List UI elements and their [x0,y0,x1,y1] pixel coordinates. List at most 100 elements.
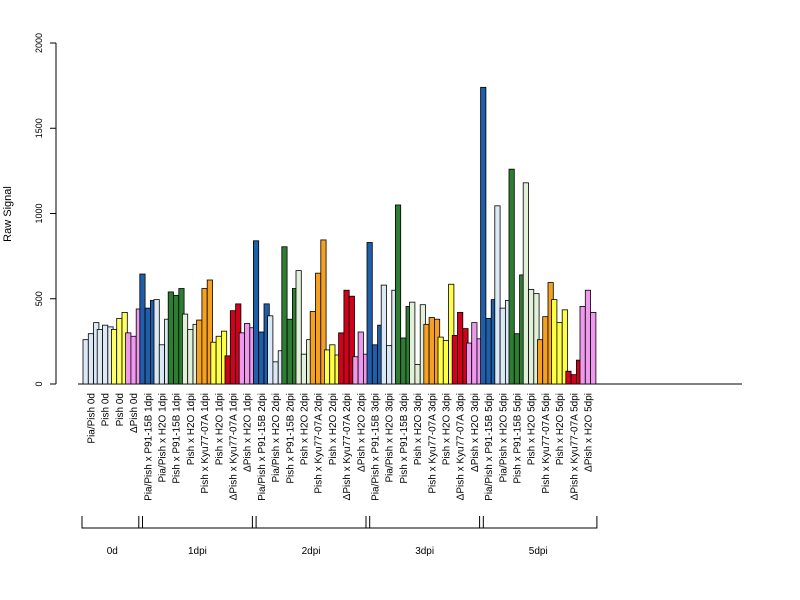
bar [386,345,393,385]
group-bracket [479,516,598,529]
x-tick-label: ΔPish 0d [129,393,140,433]
bar [480,86,487,385]
x-tick-label: Pia/Pish x P91-15B 2dpi [257,393,268,501]
bar [87,333,95,385]
bar [348,295,355,385]
bar [442,340,449,385]
bar [409,301,416,385]
bar [315,272,322,385]
bar [551,299,558,385]
bar [201,288,208,385]
bar [258,331,265,385]
bar [139,273,146,385]
bar [286,318,293,385]
bar [300,353,307,385]
y-tick-label: 2000 [34,33,44,53]
group-label: 2dpi [302,546,321,557]
x-tick-label: Pia/Pish x H2O 5dpi [498,393,509,483]
bar [537,339,544,385]
x-tick-label: Pish x H2O 2dpi [299,393,310,465]
bar [471,322,478,385]
x-tick-label: ΔPish x H2O 5dpi [583,393,594,472]
bar [352,356,359,385]
bar [371,344,378,385]
bar [499,307,506,385]
bar [451,335,458,385]
x-tick-label: Pish 0d [101,393,112,426]
bar [380,284,387,385]
bar [457,311,464,385]
bars [82,86,597,385]
x-tick-label: Pish x H2O 1dpi [214,393,225,465]
bar [206,279,213,385]
bar [111,329,118,385]
x-tick-label: Pish x H2O 5dpi [527,393,538,465]
x-tick-label: Pia/Pish 0d [86,393,97,444]
bar [584,289,591,385]
bar [533,293,540,385]
x-tick-label: Pish 0d [115,393,126,426]
bar [357,331,364,385]
bar [465,342,473,385]
group-bracket [138,516,257,529]
bar [570,374,577,385]
bar [556,322,563,385]
y-tick-label: 1500 [34,118,44,138]
group-label: 0d [107,546,118,557]
bar [590,311,597,385]
x-tick-labels: Pia/Pish 0d Pish 0d Pish 0d ΔPish 0d Pia/Pis… [86,393,594,501]
bar [210,341,217,385]
group-label: 5dpi [529,546,548,557]
y-tick-label: 0 [34,381,44,386]
group-bracket [365,516,484,529]
bar [116,317,123,385]
bar [167,291,174,385]
bar [320,239,327,385]
bar [153,299,160,385]
x-tick-label: ΔPish x Kyu77-07A 5dpi [569,393,580,500]
bar [508,168,515,385]
x-tick-label: Pia/Pish x P91-15B 1dpi [143,393,154,501]
bar [187,329,194,385]
x-tick-label: Pia/Pish x H2O 3dpi [385,393,396,483]
bar [281,246,288,385]
bar [244,323,251,385]
x-tick-label: Pish x Kyu77-07A 5dpi [541,393,552,494]
bar [423,323,430,385]
bar [542,316,549,385]
bar [414,363,421,385]
x-tick-label: ΔPish x H2O 3dpi [470,393,481,472]
bar [400,337,407,385]
bar [437,336,444,385]
bar [272,361,279,385]
group-bracket [81,516,143,529]
bar [196,319,203,385]
x-tick-label: Pish x H2O 3dpi [441,393,452,465]
bar [513,333,520,385]
x-tick-label: Pia/Pish x P91-15B 3dpi [370,393,381,501]
bar [295,270,302,385]
bar [485,317,492,385]
group-bracket [251,516,371,529]
x-tick-label: Pish x P91-15B 5dpi [512,393,523,484]
x-tick-label: Pish x Kyu77-07A 1dpi [200,393,211,494]
x-tick-label: Pish x P91-15B 1dpi [172,393,183,484]
bar [238,332,245,385]
bar [252,240,260,385]
x-tick-label: Pish x Kyu77-07A 3dpi [427,393,438,494]
group-label: 1dpi [188,546,207,557]
x-tick-label: Pia/Pish x H2O 2dpi [271,393,282,483]
x-tick-label: Pish x P91-15B 2dpi [285,393,296,484]
bar [366,242,373,385]
bar [173,294,180,385]
bar [102,324,109,385]
bar [323,349,331,385]
bar [229,310,237,385]
bar [267,315,274,385]
bar [338,332,345,385]
bar [565,370,572,385]
bar [96,329,103,385]
y-tick-label: 500 [34,291,44,306]
x-tick-label: Pish x H2O 1dpi [186,393,197,465]
